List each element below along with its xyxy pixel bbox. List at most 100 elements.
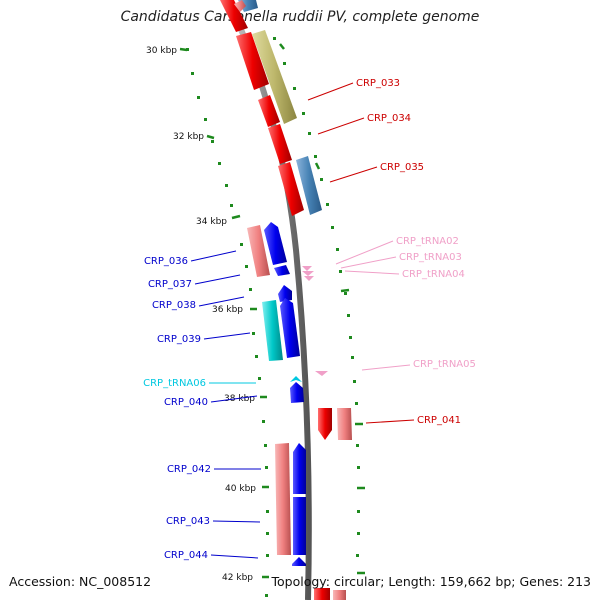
scale-dot: [355, 402, 358, 405]
gene-arrow-CRP_038-cds[interactable]: [278, 285, 292, 302]
gene-arrow-offscreen-bottom-light[interactable]: [333, 590, 346, 600]
scale-dot: [255, 355, 258, 358]
scale-dot: [283, 62, 286, 65]
leader-line-CRP_tRNA04: [344, 270, 400, 275]
leader-line-CRP_tRNA02: [335, 240, 394, 265]
scale-dot: [266, 532, 269, 535]
scale-dots-inner: [186, 48, 269, 597]
scale-dot: [204, 118, 207, 121]
scale-dot: [339, 270, 342, 273]
major-tick: [314, 162, 321, 170]
gene-arrow-offscreen-top-light[interactable]: [234, 0, 246, 12]
gene-arrow-CRP_042-gene[interactable]: [275, 443, 291, 555]
scale-dot: [252, 332, 255, 335]
gene-arrow-CRP_040-cds[interactable]: [290, 382, 304, 403]
gene-arrow-CRP_039-gene[interactable]: [262, 300, 283, 361]
gene-arrow-CRP_037-cds[interactable]: [274, 265, 290, 276]
scale-dot: [357, 510, 360, 513]
leader-line-CRP_tRNA05: [361, 364, 411, 371]
gene-arrow-CRP_041-gene[interactable]: [337, 408, 352, 440]
scale-dot: [320, 178, 323, 181]
scale-dot: [302, 112, 305, 115]
gene-arrow-CRP_tRNA05[interactable]: [315, 371, 328, 376]
scale-dot: [351, 356, 354, 359]
gene-label-CRP_042[interactable]: CRP_042: [167, 464, 211, 475]
gene-label-CRP_tRNA05[interactable]: CRP_tRNA05: [413, 359, 476, 370]
leader-line-CRP_040: [210, 395, 258, 403]
gene-arrow-CRP_tRNA02[interactable]: [302, 266, 312, 271]
gene-arrow-CRP_tRNA03[interactable]: [302, 271, 314, 276]
scale-label: 30 kbp: [146, 46, 177, 56]
scale-label: 42 kbp: [222, 573, 253, 583]
leader-line-CRP_037: [194, 274, 241, 285]
gene-label-CRP_tRNA04[interactable]: CRP_tRNA04: [402, 269, 465, 280]
scale-dot: [245, 265, 248, 268]
gene-label-CRP_044[interactable]: CRP_044: [164, 550, 208, 561]
leader-line-CRP_tRNA03: [340, 256, 397, 269]
scale-dot: [326, 203, 329, 206]
gene-arrow-CRP_036-cds[interactable]: [264, 222, 287, 265]
gene-arrow-CRP_036-gene[interactable]: [247, 225, 270, 277]
gene-label-CRP_tRNA03[interactable]: CRP_tRNA03: [399, 252, 462, 263]
scale-dot: [230, 204, 233, 207]
gene-arrow-CRP_042-cds[interactable]: [293, 443, 306, 494]
gene-label-CRP_tRNA06[interactable]: CRP_tRNA06: [143, 378, 206, 389]
gene-arrow-CRP_044-cds[interactable]: [292, 557, 306, 566]
gene-arrow-CRP_035-cds[interactable]: [278, 162, 304, 216]
leader-line-CRP_041: [365, 419, 415, 424]
gene-label-CRP_040[interactable]: CRP_040: [164, 397, 208, 408]
scale-dot: [347, 314, 350, 317]
gene-arrow-offscreen-top-red[interactable]: [220, 0, 248, 32]
leader-line-CRP_034: [317, 117, 365, 135]
gene-arrow-CRP_041-cds[interactable]: [318, 408, 332, 440]
scale-dot: [273, 37, 276, 40]
leader-line-CRP_044: [210, 554, 259, 559]
gene-arrow-CRP_034-cds[interactable]: [258, 95, 280, 127]
scale-dot: [336, 248, 339, 251]
gene-arrow-offscreen-bottom-red[interactable]: [314, 588, 330, 600]
scale-dot: [265, 466, 268, 469]
major-tick: [179, 47, 188, 52]
gene-arrow-CRP_039-cds[interactable]: [280, 298, 300, 358]
gene-label-CRP_035[interactable]: CRP_035: [380, 162, 424, 173]
gene-label-CRP_043[interactable]: CRP_043: [166, 516, 210, 527]
gene-arrow-CRP_033-gene[interactable]: [252, 30, 297, 124]
gene-arrow-CRP_034-cds-2[interactable]: [268, 124, 292, 164]
gene-arrow-CRP_tRNA06[interactable]: [290, 376, 302, 382]
gene-label-CRP_033[interactable]: CRP_033: [356, 78, 400, 89]
major-tick: [340, 288, 350, 293]
label-leader-lines: [190, 82, 415, 559]
scale-dot: [186, 48, 189, 51]
gene-arrow-CRP_043-cds[interactable]: [293, 497, 306, 555]
scale-label: 36 kbp: [212, 305, 243, 315]
leader-line-CRP_039: [203, 332, 251, 340]
gene-label-CRP_036[interactable]: CRP_036: [144, 256, 188, 267]
gene-label-CRP_038[interactable]: CRP_038: [152, 300, 196, 311]
scale-dot: [344, 292, 347, 295]
gene-label-CRP_034[interactable]: CRP_034: [367, 113, 411, 124]
scale-dot: [266, 554, 269, 557]
genome-title: Candidatus Carsonella ruddii PV, complet…: [120, 9, 480, 25]
gene-arrow-CRP_033-cds[interactable]: [236, 32, 269, 90]
gene-label-CRP_039[interactable]: CRP_039: [157, 334, 201, 345]
gene-arrow-CRP_035-gene[interactable]: [296, 156, 322, 215]
leader-line-CRP_035: [329, 166, 378, 183]
scale-dot: [357, 466, 360, 469]
scale-dot: [266, 510, 269, 513]
gene-label-CRP_tRNA02[interactable]: CRP_tRNA02: [396, 236, 459, 247]
scale-dot: [331, 226, 334, 229]
scale-dot: [314, 155, 317, 158]
scale-dot: [264, 444, 267, 447]
scale-dot: [211, 140, 214, 143]
scale-label: 32 kbp: [173, 132, 204, 142]
scale-label: 40 kbp: [225, 484, 256, 494]
gene-label-CRP_037[interactable]: CRP_037: [148, 279, 192, 290]
scale-dot: [191, 72, 194, 75]
scale-dot: [265, 594, 268, 597]
gene-arrow-CRP_tRNA04[interactable]: [304, 276, 314, 281]
gene-label-CRP_041[interactable]: CRP_041: [417, 415, 461, 426]
major-tick: [231, 214, 241, 220]
scale-label: 34 kbp: [196, 217, 227, 227]
